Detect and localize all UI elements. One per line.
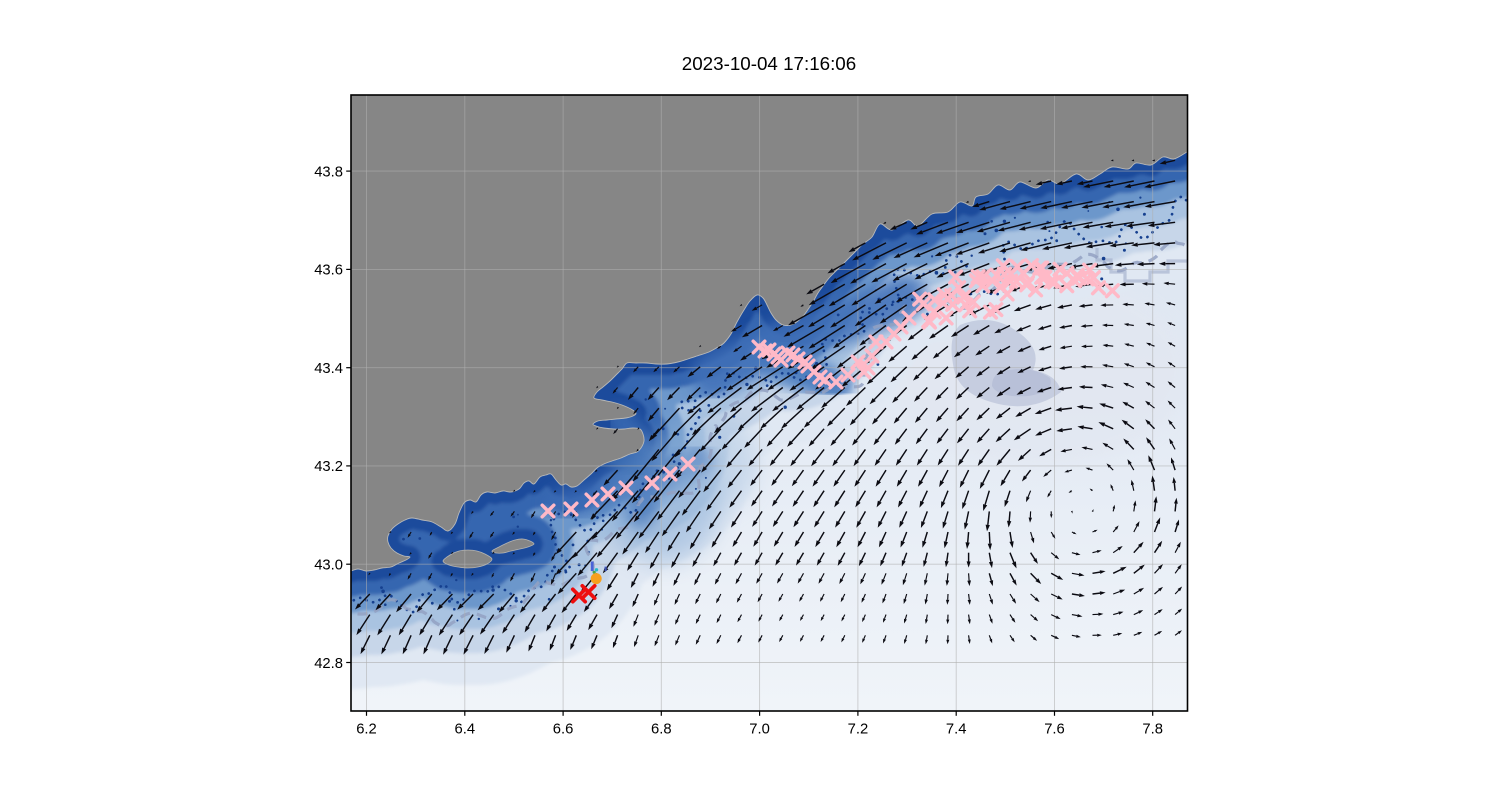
svg-text:2023-10-04 17:16:06: 2023-10-04 17:16:06 xyxy=(682,53,856,74)
svg-text:7.6: 7.6 xyxy=(1044,722,1065,738)
svg-text:7.0: 7.0 xyxy=(749,722,770,738)
svg-text:6.4: 6.4 xyxy=(455,722,476,738)
svg-text:42.8: 42.8 xyxy=(314,656,343,672)
svg-text:7.4: 7.4 xyxy=(946,722,967,738)
svg-text:43.6: 43.6 xyxy=(314,263,343,279)
svg-text:6.2: 6.2 xyxy=(356,722,377,738)
svg-text:6.8: 6.8 xyxy=(651,722,672,738)
svg-text:43.0: 43.0 xyxy=(314,558,343,574)
svg-text:7.2: 7.2 xyxy=(848,722,869,738)
svg-text:6.6: 6.6 xyxy=(553,722,574,738)
svg-text:7.8: 7.8 xyxy=(1142,722,1163,738)
svg-text:43.8: 43.8 xyxy=(314,164,343,180)
svg-text:43.4: 43.4 xyxy=(314,361,343,377)
svg-text:43.2: 43.2 xyxy=(314,459,343,475)
